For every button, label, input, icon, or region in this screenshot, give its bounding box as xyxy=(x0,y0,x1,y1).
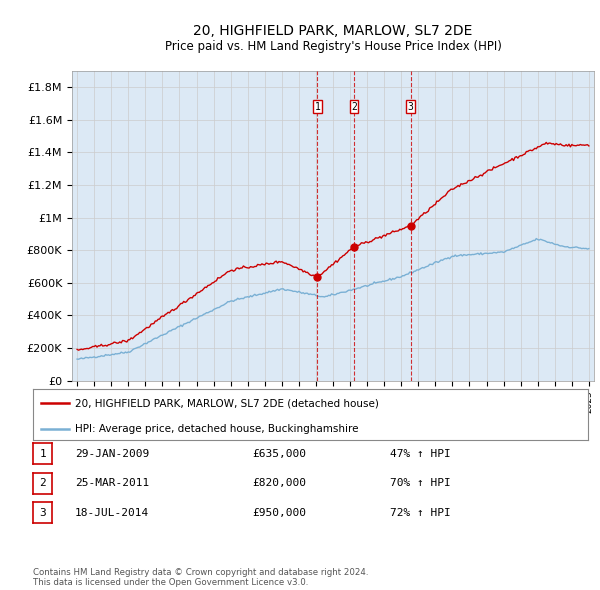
Text: £820,000: £820,000 xyxy=(252,478,306,488)
Text: 18-JUL-2014: 18-JUL-2014 xyxy=(75,508,149,517)
Text: 70% ↑ HPI: 70% ↑ HPI xyxy=(390,478,451,488)
Text: 47% ↑ HPI: 47% ↑ HPI xyxy=(390,449,451,458)
Text: 20, HIGHFIELD PARK, MARLOW, SL7 2DE: 20, HIGHFIELD PARK, MARLOW, SL7 2DE xyxy=(193,24,473,38)
Text: 1: 1 xyxy=(39,449,46,458)
Text: 25-MAR-2011: 25-MAR-2011 xyxy=(75,478,149,488)
Text: 2: 2 xyxy=(351,101,357,112)
Text: 3: 3 xyxy=(407,101,413,112)
Text: 20, HIGHFIELD PARK, MARLOW, SL7 2DE (detached house): 20, HIGHFIELD PARK, MARLOW, SL7 2DE (det… xyxy=(74,398,379,408)
Text: Price paid vs. HM Land Registry's House Price Index (HPI): Price paid vs. HM Land Registry's House … xyxy=(164,40,502,53)
Text: 29-JAN-2009: 29-JAN-2009 xyxy=(75,449,149,458)
Text: 72% ↑ HPI: 72% ↑ HPI xyxy=(390,508,451,517)
Text: £950,000: £950,000 xyxy=(252,508,306,517)
Text: Contains HM Land Registry data © Crown copyright and database right 2024.
This d: Contains HM Land Registry data © Crown c… xyxy=(33,568,368,587)
Text: HPI: Average price, detached house, Buckinghamshire: HPI: Average price, detached house, Buck… xyxy=(74,424,358,434)
Text: 1: 1 xyxy=(314,101,320,112)
Text: 3: 3 xyxy=(39,508,46,517)
Text: £635,000: £635,000 xyxy=(252,449,306,458)
Text: 2: 2 xyxy=(39,478,46,488)
